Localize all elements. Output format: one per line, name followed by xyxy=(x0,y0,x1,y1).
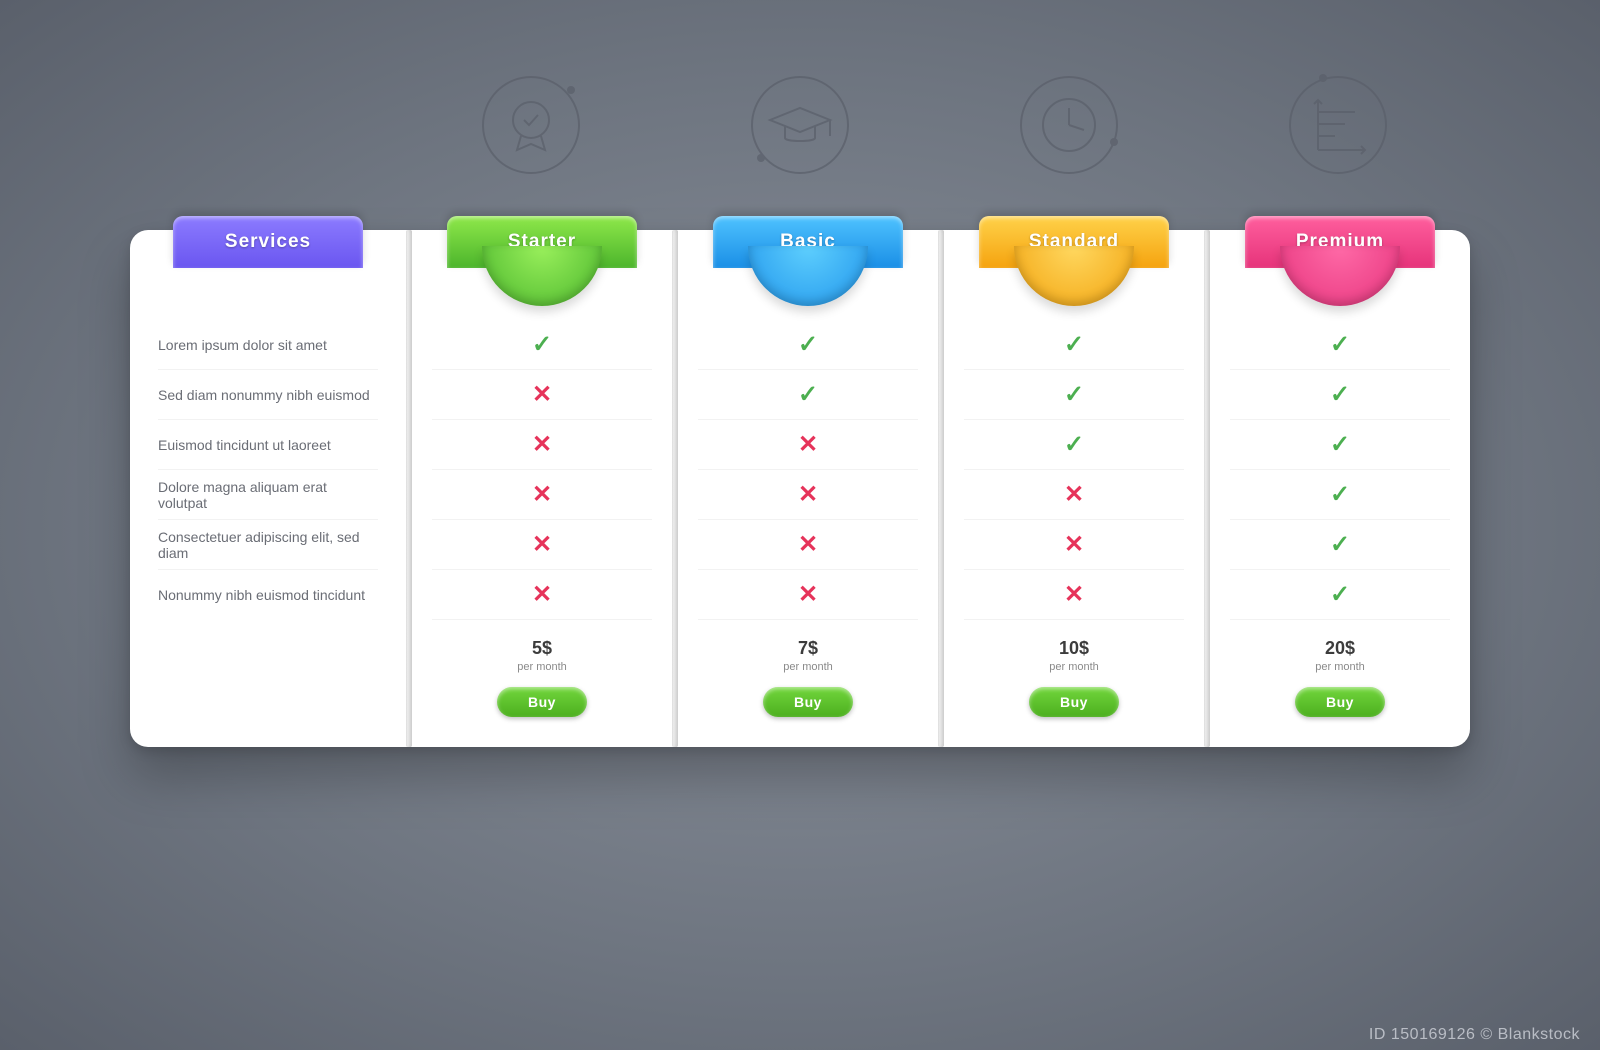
feature-label: Lorem ipsum dolor sit amet xyxy=(158,320,378,370)
bubble-standard xyxy=(1014,246,1134,306)
feature-mark: ✓ xyxy=(1230,370,1450,420)
feature-mark: ✓ xyxy=(1230,520,1450,570)
feature-mark: ✕ xyxy=(698,520,918,570)
buy-label: Buy xyxy=(1326,694,1354,710)
feature-label: Nonummy nibh euismod tincidunt xyxy=(158,570,378,620)
price-period: per month xyxy=(517,661,567,673)
column-services: Services Lorem ipsum dolor sit amet Sed … xyxy=(130,230,406,747)
price-period: per month xyxy=(783,661,833,673)
icon-slot-standard xyxy=(938,70,1201,180)
feature-mark: ✕ xyxy=(698,470,918,520)
buy-label: Buy xyxy=(528,694,556,710)
buy-button[interactable]: Buy xyxy=(763,687,853,717)
feature-mark: ✓ xyxy=(964,420,1184,470)
feature-label: Euismod tincidunt ut laoreet xyxy=(158,420,378,470)
feature-mark: ✕ xyxy=(698,420,918,470)
icon-slot-starter xyxy=(399,70,662,180)
feature-mark: ✕ xyxy=(432,370,652,420)
feature-mark: ✕ xyxy=(964,520,1184,570)
bubble-basic xyxy=(748,246,868,306)
feature-mark: ✕ xyxy=(432,520,652,570)
price-block: 10$ per month xyxy=(1049,638,1099,673)
price-value: 7$ xyxy=(783,638,833,659)
column-standard: Standard ✓ ✓ ✓ ✕ ✕ ✕ 10$ per month Buy xyxy=(944,230,1204,747)
column-starter: Starter ✓ ✕ ✕ ✕ ✕ ✕ 5$ per month Buy xyxy=(412,230,672,747)
price-value: 20$ xyxy=(1315,638,1365,659)
feature-mark: ✓ xyxy=(964,370,1184,420)
buy-label: Buy xyxy=(1060,694,1088,710)
chart-icon xyxy=(1283,70,1393,180)
bubble-starter xyxy=(482,246,602,306)
tab-services: Services xyxy=(173,216,363,268)
feature-mark: ✓ xyxy=(1230,320,1450,370)
feature-mark: ✕ xyxy=(432,420,652,470)
price-block: 7$ per month xyxy=(783,638,833,673)
feature-mark: ✕ xyxy=(964,570,1184,620)
price-block: 20$ per month xyxy=(1315,638,1365,673)
column-premium: Premium ✓ ✓ ✓ ✓ ✓ ✓ 20$ per month Buy xyxy=(1210,230,1470,747)
feature-mark: ✓ xyxy=(698,370,918,420)
award-icon xyxy=(476,70,586,180)
price-period: per month xyxy=(1315,661,1365,673)
bubble-premium xyxy=(1280,246,1400,306)
feature-mark: ✓ xyxy=(1230,570,1450,620)
grad-cap-icon xyxy=(745,70,855,180)
icon-slot-basic xyxy=(668,70,931,180)
buy-button[interactable]: Buy xyxy=(497,687,587,717)
buy-label: Buy xyxy=(794,694,822,710)
feature-mark: ✓ xyxy=(432,320,652,370)
icon-slot-premium xyxy=(1207,70,1470,180)
price-value: 5$ xyxy=(517,638,567,659)
feature-label: Dolore magna aliquam erat volutpat xyxy=(158,470,378,520)
feature-mark: ✕ xyxy=(432,470,652,520)
icon-slot-services xyxy=(130,70,393,180)
price-value: 10$ xyxy=(1049,638,1099,659)
footer-id: ID 150169126 © Blankstock xyxy=(1369,1026,1580,1044)
feature-mark: ✓ xyxy=(964,320,1184,370)
column-basic: Basic ✓ ✓ ✕ ✕ ✕ ✕ 7$ per month Buy xyxy=(678,230,938,747)
feature-label: Sed diam nonummy nibh euismod xyxy=(158,370,378,420)
tab-label: Services xyxy=(225,231,311,253)
icon-row xyxy=(130,70,1470,180)
buy-button[interactable]: Buy xyxy=(1029,687,1119,717)
price-period: per month xyxy=(1049,661,1099,673)
feature-mark: ✓ xyxy=(1230,420,1450,470)
feature-label: Consectetuer adipiscing elit, sed diam xyxy=(158,520,378,570)
clock-icon xyxy=(1014,70,1124,180)
pricing-table: Services Lorem ipsum dolor sit amet Sed … xyxy=(130,230,1470,747)
feature-mark: ✓ xyxy=(1230,470,1450,520)
feature-mark: ✕ xyxy=(698,570,918,620)
feature-mark: ✓ xyxy=(698,320,918,370)
feature-mark: ✕ xyxy=(964,470,1184,520)
feature-mark: ✕ xyxy=(432,570,652,620)
buy-button[interactable]: Buy xyxy=(1295,687,1385,717)
price-block: 5$ per month xyxy=(517,638,567,673)
